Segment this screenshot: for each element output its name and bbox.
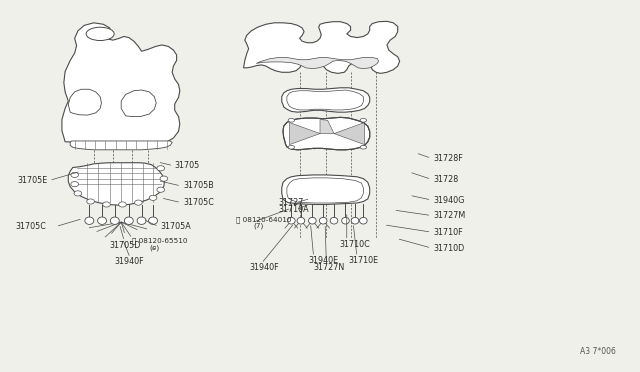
Polygon shape: [334, 122, 365, 145]
Text: 31940F: 31940F: [115, 257, 145, 266]
Polygon shape: [70, 141, 172, 150]
Text: 31705A: 31705A: [161, 222, 191, 231]
Ellipse shape: [288, 118, 294, 122]
Text: 31710A: 31710A: [278, 205, 309, 214]
Text: 31710C: 31710C: [339, 240, 370, 249]
Polygon shape: [62, 23, 180, 144]
Ellipse shape: [157, 187, 164, 192]
Text: (7): (7): [253, 222, 263, 229]
Ellipse shape: [360, 145, 367, 149]
Text: Ⓑ 08120-65510: Ⓑ 08120-65510: [132, 237, 188, 244]
Text: 31940G: 31940G: [433, 196, 465, 205]
Polygon shape: [121, 90, 156, 116]
Polygon shape: [256, 58, 379, 68]
Ellipse shape: [110, 217, 119, 224]
Text: 31710D: 31710D: [433, 244, 465, 253]
Text: 31727N: 31727N: [314, 263, 345, 272]
Text: (ⅇ): (ⅇ): [149, 244, 159, 251]
Text: 31940E: 31940E: [308, 256, 339, 265]
Text: 31705E: 31705E: [17, 176, 47, 185]
Ellipse shape: [351, 217, 359, 224]
Polygon shape: [283, 117, 370, 150]
Text: 31705D: 31705D: [109, 241, 141, 250]
Text: 31705C: 31705C: [183, 198, 214, 207]
Text: 31728F: 31728F: [433, 154, 463, 163]
Polygon shape: [289, 122, 320, 145]
Text: 31728: 31728: [433, 175, 459, 184]
Ellipse shape: [308, 217, 316, 224]
Text: 31705C: 31705C: [15, 222, 46, 231]
Polygon shape: [68, 89, 101, 115]
Polygon shape: [68, 163, 164, 205]
Ellipse shape: [149, 195, 157, 201]
Ellipse shape: [342, 217, 349, 224]
Ellipse shape: [157, 166, 164, 171]
Ellipse shape: [98, 217, 106, 224]
Ellipse shape: [118, 202, 126, 207]
Text: 31705: 31705: [175, 161, 200, 170]
Ellipse shape: [360, 217, 367, 224]
Polygon shape: [282, 88, 370, 112]
Ellipse shape: [287, 217, 295, 224]
Polygon shape: [320, 119, 334, 134]
Ellipse shape: [160, 176, 168, 181]
Ellipse shape: [86, 27, 114, 41]
Polygon shape: [244, 21, 399, 73]
Ellipse shape: [85, 217, 94, 224]
Text: 31710F: 31710F: [433, 228, 463, 237]
Ellipse shape: [330, 217, 338, 224]
Ellipse shape: [102, 202, 110, 207]
Ellipse shape: [288, 145, 294, 149]
Ellipse shape: [319, 217, 327, 224]
Ellipse shape: [87, 199, 95, 204]
Ellipse shape: [360, 118, 367, 122]
Polygon shape: [282, 175, 370, 205]
Text: 31727: 31727: [278, 198, 304, 207]
Ellipse shape: [297, 217, 305, 224]
Ellipse shape: [71, 172, 79, 177]
Text: 31705B: 31705B: [183, 182, 214, 190]
Text: 31710E: 31710E: [349, 256, 379, 265]
Ellipse shape: [134, 200, 142, 205]
Ellipse shape: [148, 217, 157, 224]
Text: 31727M: 31727M: [433, 211, 466, 220]
Text: A3 7*006: A3 7*006: [580, 347, 616, 356]
Text: Ⓑ 08120-64010: Ⓑ 08120-64010: [236, 216, 291, 222]
Ellipse shape: [137, 217, 146, 224]
Text: 31940F: 31940F: [250, 263, 280, 272]
Ellipse shape: [124, 217, 133, 224]
Ellipse shape: [71, 182, 79, 187]
Ellipse shape: [74, 191, 82, 196]
